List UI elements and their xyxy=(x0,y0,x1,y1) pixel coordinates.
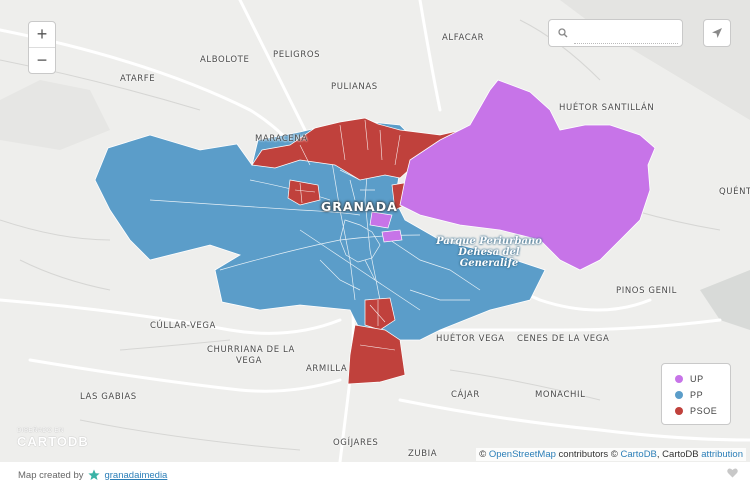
zoom-control: + − xyxy=(28,21,56,74)
place-cullar-vega: CÚLLAR-VEGA xyxy=(150,321,216,331)
legend-item-up: UP xyxy=(675,371,730,387)
legend-swatch-up xyxy=(675,375,683,383)
attribution-link[interactable]: attribution xyxy=(701,449,743,460)
legend-item-psoe: PSOE xyxy=(675,403,730,419)
place-zubia: ZUBIA xyxy=(408,449,438,459)
cartodb-watermark: DISEÑADO EN CARTODB xyxy=(17,428,89,449)
search-icon xyxy=(558,28,568,38)
legend: UP PP PSOE xyxy=(661,363,731,425)
attribution-cartodb-text: , CartoDB xyxy=(656,449,699,460)
pp-region xyxy=(94,119,546,341)
place-las-gabias: LAS GABIAS xyxy=(80,392,137,402)
park-label-line-1: Parque Periurbano xyxy=(436,236,542,247)
park-label-line-3: Generalife xyxy=(459,258,519,269)
park-label-line-2: Dehesa del xyxy=(458,247,520,258)
legend-swatch-psoe xyxy=(675,407,683,415)
place-quentar: QUÉNT xyxy=(719,187,750,197)
navigation-arrow-icon xyxy=(712,28,722,38)
place-peligros: PELIGROS xyxy=(273,50,321,60)
watermark-logo: CARTODB xyxy=(17,434,89,449)
legend-label-up: UP xyxy=(690,374,704,384)
map-canvas[interactable]: ALFACAR PELIGROS ALBOLOTE ATARFE PULIANA… xyxy=(0,0,750,462)
locate-button[interactable] xyxy=(703,19,731,47)
psoe-region-west xyxy=(287,179,321,206)
attribution-copyright: © xyxy=(479,449,487,460)
place-ogijares: OGÍJARES xyxy=(333,438,379,448)
psoe-region-armilla xyxy=(347,324,406,385)
place-cenes: CENES DE LA VEGA xyxy=(517,334,610,344)
place-atarfe: ATARFE xyxy=(120,74,156,84)
watermark-small: DISEÑADO EN xyxy=(17,428,64,434)
legend-label-pp: PP xyxy=(690,390,704,400)
psoe-region-south xyxy=(364,297,396,331)
place-granada: GRANADA xyxy=(321,199,398,214)
author-link[interactable]: granadaimedia xyxy=(104,469,168,481)
place-maracena: MARACENA xyxy=(255,134,308,144)
place-pulianas: PULIANAS xyxy=(331,82,378,92)
place-armilla: ARMILLA xyxy=(306,364,348,374)
up-region-small xyxy=(369,211,393,229)
place-churriana-line2: VEGA xyxy=(236,356,262,366)
search-input[interactable] xyxy=(574,25,678,44)
legend-label-psoe: PSOE xyxy=(690,406,718,416)
star-icon xyxy=(88,469,101,480)
zoom-out-button[interactable]: − xyxy=(36,50,48,70)
heart-icon[interactable] xyxy=(727,468,738,478)
cartodb-link[interactable]: CartoDB xyxy=(620,449,657,460)
legend-item-pp: PP xyxy=(675,387,730,403)
place-churriana-line1: CHURRIANA DE LA xyxy=(207,345,295,355)
zoom-in-button[interactable]: + xyxy=(29,22,55,48)
up-region-small-2 xyxy=(381,229,403,243)
up-region xyxy=(399,79,656,271)
place-albolote: ALBOLOTE xyxy=(200,55,250,65)
attribution-contributors: contributors © xyxy=(558,449,618,460)
footer: Map created by granadaimedia xyxy=(0,462,750,486)
attribution: © OpenStreetMap contributors © CartoDB, … xyxy=(476,448,746,461)
place-monachil: MONACHIL xyxy=(535,390,586,400)
park-label: Parque Periurbano Dehesa del Generalife xyxy=(419,236,559,269)
place-pinos-genil: PINOS GENIL xyxy=(616,286,677,296)
credit-text: Map created by xyxy=(18,469,84,481)
search-box xyxy=(548,19,683,47)
place-huetor-vega: HUÉTOR VEGA xyxy=(436,334,505,344)
place-alfacar: ALFACAR xyxy=(442,33,485,43)
basemap xyxy=(0,0,750,462)
place-cajar: CÁJAR xyxy=(451,390,480,400)
place-huetor-santillan: HUÉTOR SANTILLÁN xyxy=(559,103,655,113)
legend-swatch-pp xyxy=(675,391,683,399)
osm-link[interactable]: OpenStreetMap xyxy=(488,449,556,460)
map-credit: Map created by granadaimedia xyxy=(18,469,167,481)
